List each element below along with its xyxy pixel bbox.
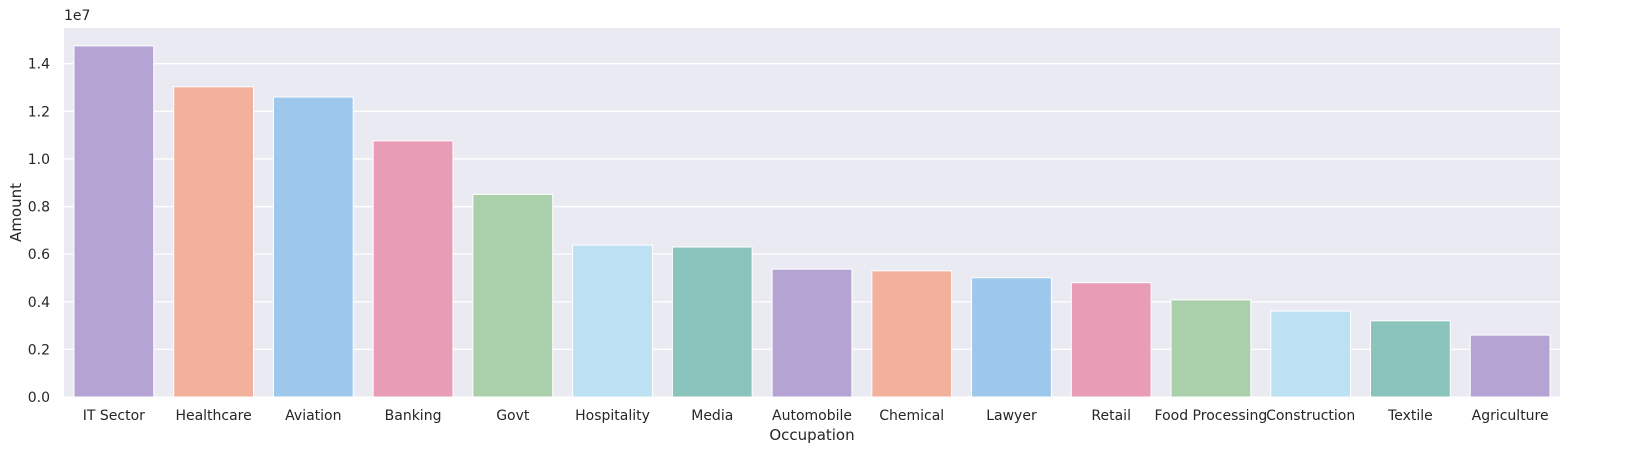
x-axis-label: Occupation [769,426,854,444]
x-tick-label: IT Sector [83,408,145,424]
x-tick-label: Banking [385,408,442,424]
bar-textile [1370,320,1451,398]
x-tick-labels: IT Sector Healthcare Aviation Banking Govt Ho… [83,408,1549,424]
y-tick-label: 0.2 [28,342,50,358]
x-tick-label: Aviation [285,408,341,424]
y-offset-label: 1e7 [64,8,90,24]
x-tick-label: Food Processing [1155,408,1268,424]
x-tick-label: Media [691,408,733,424]
bar-lawyer [971,277,1052,398]
bar-automobile [771,268,853,398]
bar-healthcare [173,86,254,398]
x-tick-label: Construction [1266,408,1355,424]
bar-agriculture [1469,334,1551,398]
x-tick-label: Agriculture [1472,408,1549,424]
y-tick-label: 1.4 [28,57,50,73]
bar-aviation [272,96,354,398]
bar-banking [372,140,454,398]
y-tick-labels: 0.0 0.2 0.4 0.6 0.8 1.0 1.2 1.4 [28,57,50,406]
x-tick-label: Chemical [879,408,944,424]
x-tick-label: Retail [1091,408,1131,424]
x-tick-label: Textile [1387,408,1433,424]
bar-govt [472,193,554,398]
y-tick-label: 0.0 [28,390,50,406]
bar-retail [1070,282,1152,398]
x-tick-label: Hospitality [575,408,650,424]
y-tick-label: 0.8 [28,200,50,216]
x-tick-label: Healthcare [175,408,251,424]
bars [73,45,1551,398]
x-tick-label: Lawyer [986,408,1037,424]
bar-construction [1270,310,1352,398]
y-tick-label: 0.6 [28,247,50,263]
y-axis-label: Amount [7,183,25,242]
bar-hospitality [572,244,653,398]
x-tick-label: Automobile [772,408,852,424]
bar-media [671,246,753,398]
y-tick-label: 1.0 [28,152,50,168]
y-tick-label: 0.4 [28,295,50,311]
bar-it-sector [73,45,155,398]
bar-chemical [871,270,953,398]
x-tick-label: Govt [496,408,530,424]
bar-food-processing [1170,299,1252,398]
y-tick-label: 1.2 [28,104,50,120]
